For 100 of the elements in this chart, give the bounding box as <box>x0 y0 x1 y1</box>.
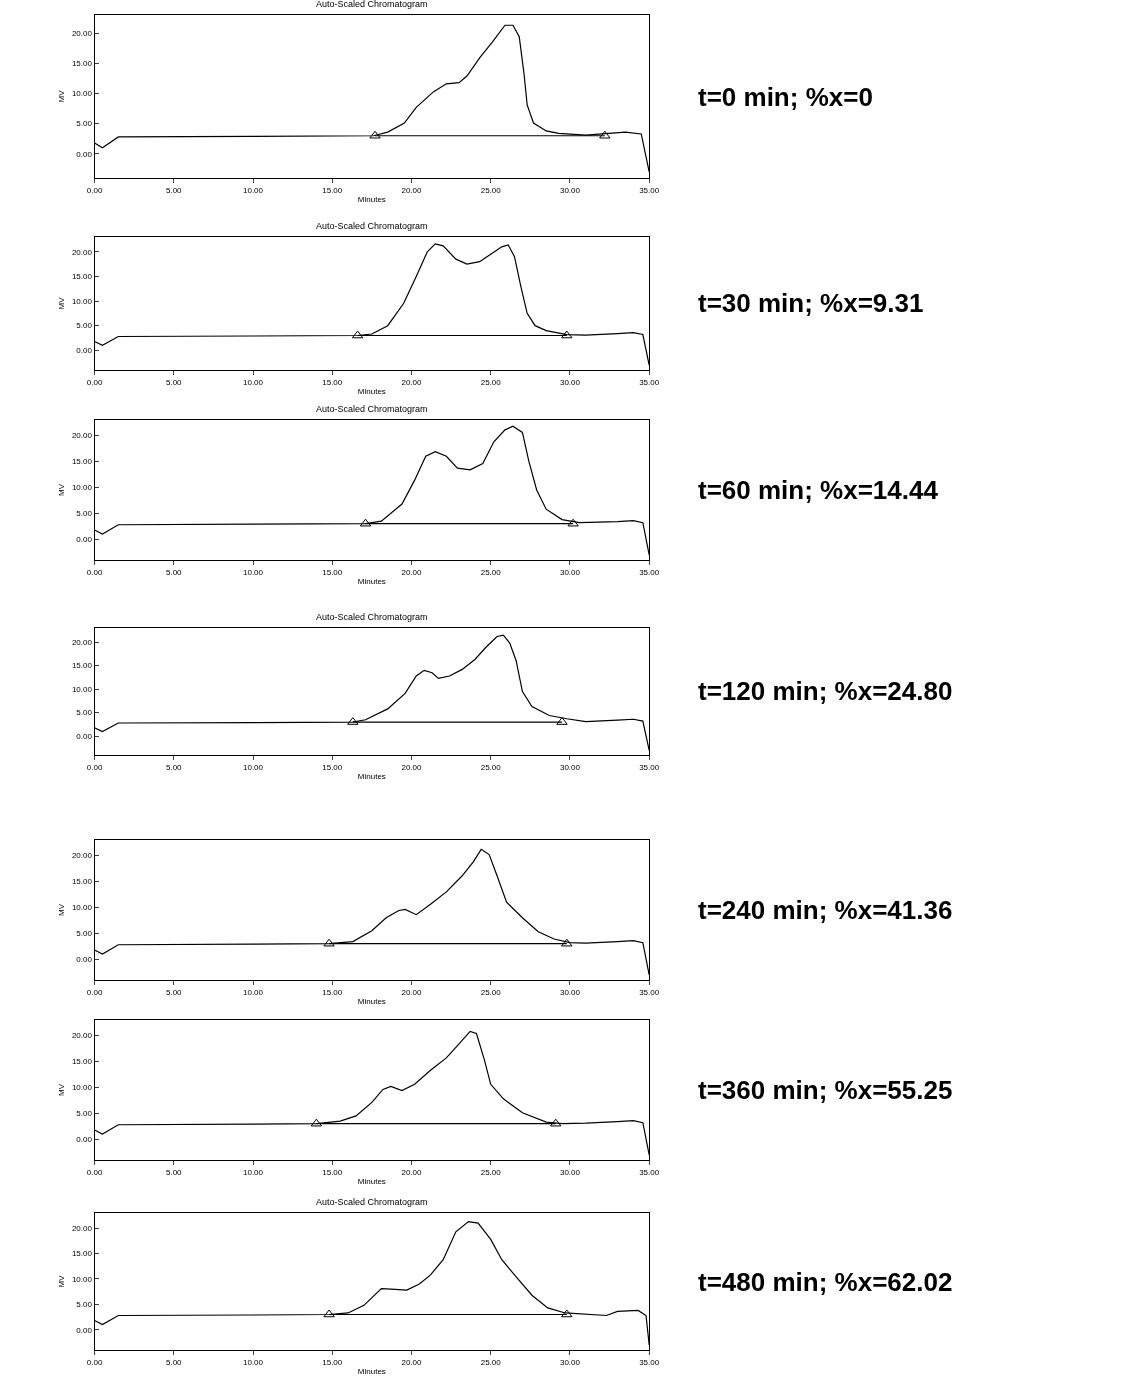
y-axis-title: MV <box>56 89 66 103</box>
x-tick-label: 15.00 <box>322 1167 343 1177</box>
y-tick-label: 10.00 <box>71 1274 93 1284</box>
x-tick-label: 30.00 <box>559 377 581 387</box>
y-tick-label: 10.00 <box>71 483 93 493</box>
x-tick-label: 25.00 <box>480 1167 502 1177</box>
x-tick-label: 10.00 <box>243 567 264 577</box>
x-tick-label: 10.00 <box>243 762 264 772</box>
x-tick-label: 0.00 <box>86 377 103 387</box>
chart-title: Auto-Scaled Chromatogram <box>316 612 428 622</box>
x-tick-label: 5.00 <box>165 1357 183 1367</box>
x-tick-label: 35.00 <box>639 377 660 387</box>
y-tick-label: 20.00 <box>71 637 93 647</box>
text: t=60 min; %x=14.44 <box>698 475 939 505</box>
y-axis-title: MV <box>56 1083 66 1096</box>
y-tick-label: 5.00 <box>76 119 93 129</box>
y-tick-label: 15.00 <box>71 877 93 887</box>
x-tick-label: 0.00 <box>86 185 103 195</box>
y-tick-label: 20.00 <box>71 431 93 441</box>
x-tick-label: 5.00 <box>165 377 183 387</box>
y-tick-label: 0.00 <box>76 346 93 356</box>
x-tick-label: 0.00 <box>86 1357 103 1367</box>
x-axis-title: Minutes <box>357 1176 386 1186</box>
x-tick-label: 20.00 <box>401 1167 423 1177</box>
y-tick-label: 15.00 <box>71 1249 93 1259</box>
y-tick-label: 10.00 <box>71 684 93 694</box>
y-tick-label: 15.00 <box>71 272 93 282</box>
y-tick-label: 20.00 <box>71 851 93 861</box>
y-tick-label: 0.00 <box>76 731 93 741</box>
y-tick-label: 5.00 <box>76 321 93 331</box>
x-tick-label: 10.00 <box>243 987 264 997</box>
x-tick-label: 30.00 <box>559 185 581 195</box>
x-tick-label: 15.00 <box>322 567 343 577</box>
y-tick-label: 0.00 <box>76 149 93 159</box>
x-tick-label: 30.00 <box>559 1167 581 1177</box>
x-tick-label: 35.00 <box>639 185 660 195</box>
x-tick-label: 35.00 <box>639 762 660 772</box>
text: t=0 min; %x=0 <box>698 82 873 112</box>
y-tick-label: 20.00 <box>71 1031 93 1041</box>
y-tick-label: 10.00 <box>71 903 93 913</box>
y-tick-label: 0.00 <box>76 955 93 965</box>
x-tick-label: 20.00 <box>401 567 423 577</box>
x-tick-label: 5.00 <box>165 762 183 772</box>
x-tick-label: 20.00 <box>401 987 423 997</box>
x-tick-label: 15.00 <box>322 377 343 387</box>
text: t=30 min; %x=9.31 <box>698 288 924 318</box>
x-tick-label: 25.00 <box>480 185 502 195</box>
x-tick-label: 15.00 <box>322 185 343 195</box>
y-tick-label: 10.00 <box>71 1083 93 1093</box>
y-tick-label: 5.00 <box>76 1109 93 1119</box>
x-tick-label: 30.00 <box>559 987 581 997</box>
x-tick-label: 0.00 <box>86 987 103 997</box>
x-tick-label: 10.00 <box>243 185 264 195</box>
text: t=240 min; %x=41.36 <box>698 895 953 925</box>
y-tick-label: 5.00 <box>76 1300 93 1310</box>
y-tick-label: 10.00 <box>71 89 93 99</box>
y-tick-label: 5.00 <box>76 708 93 718</box>
x-tick-label: 25.00 <box>480 1357 502 1367</box>
x-axis-title: Minutes <box>357 771 386 781</box>
x-axis-title: Minutes <box>357 576 386 586</box>
x-tick-label: 15.00 <box>322 762 343 772</box>
x-tick-label: 35.00 <box>639 1167 660 1177</box>
y-tick-label: 15.00 <box>71 1057 93 1067</box>
x-tick-label: 35.00 <box>639 567 660 577</box>
x-tick-label: 0.00 <box>86 567 103 577</box>
x-tick-label: 20.00 <box>401 1357 423 1367</box>
chart-title: Auto-Scaled Chromatogram <box>316 1197 428 1207</box>
x-tick-label: 0.00 <box>86 1167 103 1177</box>
x-axis-title: Minutes <box>357 386 386 396</box>
x-tick-label: 30.00 <box>559 567 581 577</box>
x-tick-label: 0.00 <box>86 762 103 772</box>
x-tick-label: 10.00 <box>243 377 264 387</box>
x-tick-label: 30.00 <box>559 1357 581 1367</box>
x-tick-label: 10.00 <box>243 1167 264 1177</box>
x-tick-label: 25.00 <box>480 567 502 577</box>
x-tick-label: 25.00 <box>480 377 502 387</box>
y-tick-label: 15.00 <box>71 457 93 467</box>
y-tick-label: 5.00 <box>76 929 93 939</box>
x-axis-title: Minutes <box>357 1366 386 1376</box>
text: t=120 min; %x=24.80 <box>698 676 953 706</box>
x-tick-label: 20.00 <box>401 377 423 387</box>
y-axis-title: MV <box>56 903 66 916</box>
x-tick-label: 5.00 <box>165 567 183 577</box>
x-tick-label: 20.00 <box>401 185 423 195</box>
y-tick-label: 20.00 <box>71 28 93 38</box>
y-axis-title: MV <box>56 296 66 310</box>
text: t=480 min; %x=62.02 <box>698 1267 953 1297</box>
x-tick-label: 20.00 <box>401 762 423 772</box>
x-tick-label: 5.00 <box>165 1167 183 1177</box>
x-tick-label: 5.00 <box>165 185 183 195</box>
y-tick-label: 20.00 <box>71 247 93 257</box>
y-axis-title: MV <box>56 1274 66 1288</box>
chart-title: Auto-Scaled Chromatogram <box>316 404 428 414</box>
y-tick-label: 15.00 <box>71 59 93 69</box>
y-tick-label: 0.00 <box>76 1325 93 1335</box>
y-tick-label: 0.00 <box>76 1135 93 1145</box>
x-tick-label: 25.00 <box>480 762 502 772</box>
x-tick-label: 15.00 <box>322 1357 343 1367</box>
x-tick-label: 10.00 <box>243 1357 264 1367</box>
x-axis-title: Minutes <box>357 996 386 1006</box>
